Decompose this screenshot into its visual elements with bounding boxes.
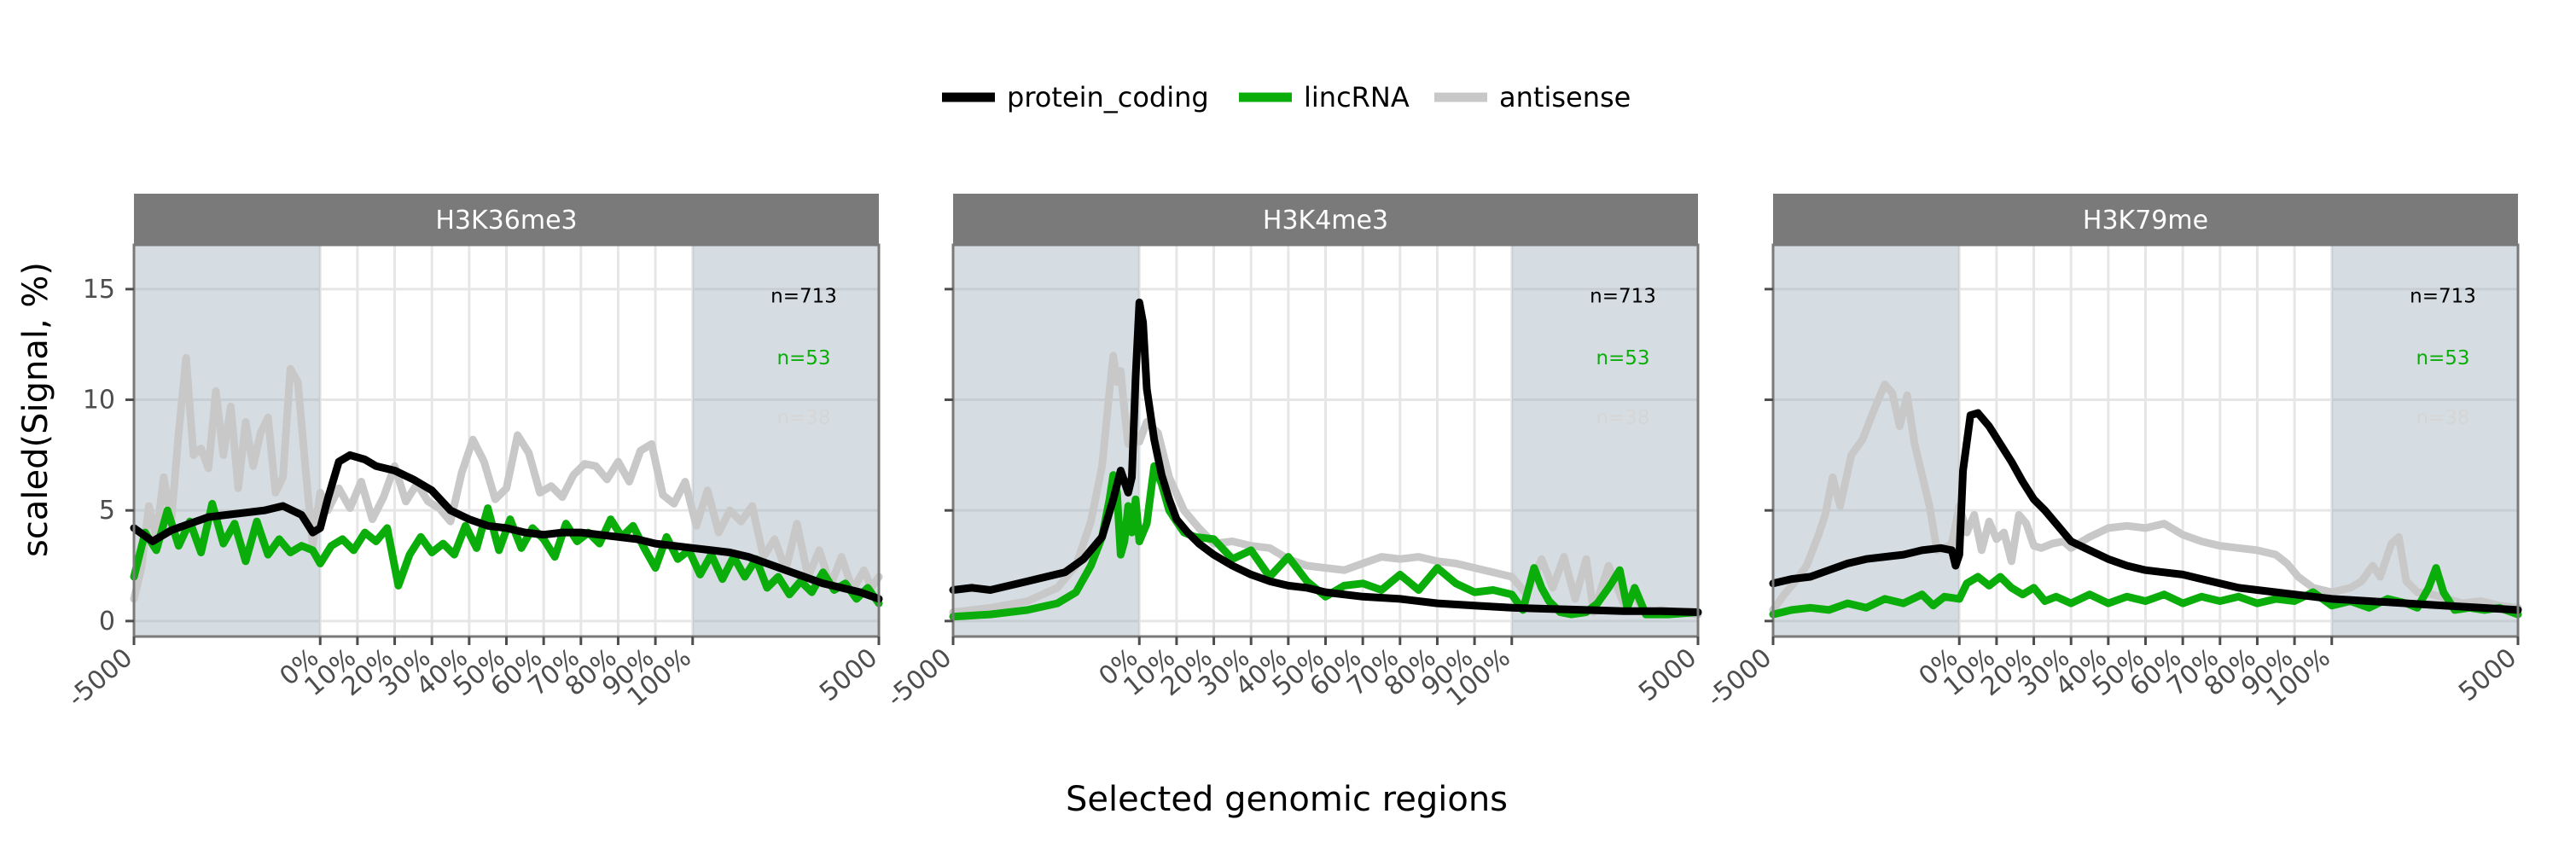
- legend-label-lincRNA: lincRNA: [1304, 81, 1410, 113]
- count-label: n=53: [2416, 347, 2469, 369]
- y-tick-label: 10: [83, 386, 115, 416]
- x-axis-title: Selected genomic regions: [1066, 780, 1508, 819]
- panel-title: H3K36me3: [435, 206, 577, 235]
- y-tick-label: 0: [99, 607, 115, 637]
- series-line-protein_coding: [1769, 409, 2522, 614]
- y-tick-label: 15: [83, 275, 115, 305]
- count-label: n=38: [2416, 407, 2469, 429]
- legend-label-antisense: antisense: [1499, 81, 1631, 113]
- series-line-protein_coding: [949, 298, 1702, 616]
- count-label: n=713: [2410, 285, 2476, 307]
- count-label: n=38: [1596, 407, 1649, 429]
- panel-strip: [953, 194, 1698, 245]
- panel-title: H3K79me: [2083, 206, 2208, 235]
- count-label: n=53: [776, 347, 830, 369]
- panel-title: H3K4me3: [1263, 206, 1388, 235]
- series-line-protein_coding: [130, 451, 883, 603]
- panel-strip: [1773, 194, 2518, 245]
- y-axis-title: scaled(Signal, %): [16, 262, 55, 557]
- y-tick-label: 5: [99, 496, 115, 526]
- count-label: n=713: [1590, 285, 1656, 307]
- series-line-antisense: [130, 353, 883, 603]
- legend-label-protein_coding: protein_coding: [1007, 81, 1209, 113]
- panel-strip: [134, 194, 879, 245]
- series-line-antisense: [1769, 380, 2522, 614]
- count-label: n=38: [776, 407, 830, 429]
- count-label: n=713: [770, 285, 837, 307]
- count-label: n=53: [1596, 347, 1649, 369]
- legend: protein_coding lincRNA antisense: [942, 81, 1631, 113]
- flank-shading: [2331, 245, 2518, 637]
- series-line-antisense: [949, 352, 1702, 619]
